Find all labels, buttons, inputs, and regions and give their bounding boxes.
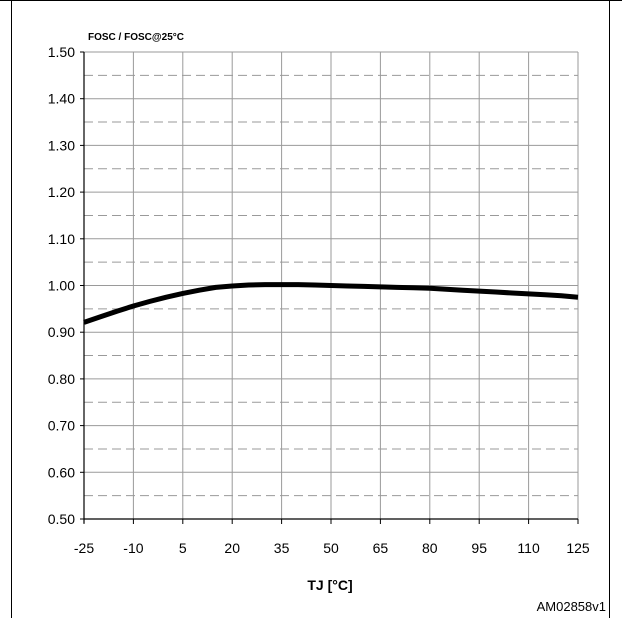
y-tick-label: 0.80 xyxy=(48,371,75,387)
y-tick-label: 1.20 xyxy=(48,184,75,200)
series-line xyxy=(83,282,579,325)
x-tick-label: 110 xyxy=(517,540,540,556)
x-tick-label: 95 xyxy=(471,540,487,556)
x-tick-label: 20 xyxy=(224,540,240,556)
chart-grid xyxy=(83,51,579,523)
tick-labels: 0.50 0.60 0.70 0.80 0.90 1.00 1.10 1.20 1.30 1.40… xyxy=(48,44,590,556)
y-tick-label: 0.90 xyxy=(48,324,75,340)
y-tick-label: 0.50 xyxy=(48,511,75,527)
x-axis-title: TJ [°C] xyxy=(307,577,352,593)
y-tick-label: 1.30 xyxy=(48,137,75,153)
y-tick-label: 1.50 xyxy=(48,44,75,60)
x-tick-label: 35 xyxy=(274,540,290,556)
x-tick-label: 65 xyxy=(373,540,389,556)
figure-id: AM02858v1 xyxy=(537,599,606,614)
x-tick-label: -10 xyxy=(123,540,143,556)
plot-area xyxy=(83,282,579,325)
x-tick-label: 50 xyxy=(323,540,339,556)
y-axis-title: FOSC / FOSC@25°C xyxy=(88,32,184,43)
x-tick-label: -25 xyxy=(74,540,94,556)
y-tick-label: 0.60 xyxy=(48,464,75,480)
y-tick-label: 1.10 xyxy=(48,231,75,247)
x-tick-label: 80 xyxy=(422,540,438,556)
x-tick-label: 125 xyxy=(566,540,590,556)
y-tick-label: 1.40 xyxy=(48,91,75,107)
x-tick-label: 5 xyxy=(179,540,187,556)
y-tick-label: 0.70 xyxy=(48,418,75,434)
y-tick-label: 1.00 xyxy=(48,278,75,294)
